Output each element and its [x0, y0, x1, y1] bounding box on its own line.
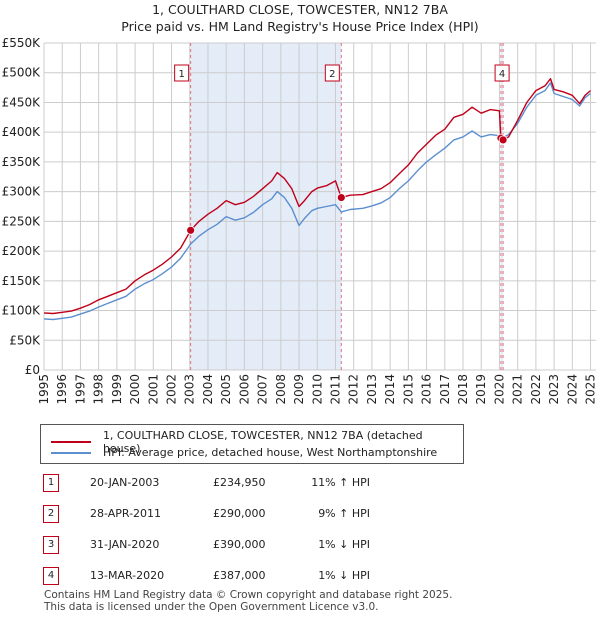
- x-tick-label: 1999: [110, 374, 124, 405]
- x-tick-label: 2020: [492, 374, 506, 405]
- sale-date: 13-MAR-2020: [90, 569, 165, 582]
- y-tick-label: £150K: [2, 274, 42, 288]
- sale-date: 31-JAN-2020: [90, 538, 160, 551]
- x-tick-label: 2008: [274, 374, 288, 405]
- y-tick-label: £300K: [2, 185, 42, 199]
- x-tick-label: 2014: [383, 374, 397, 405]
- y-tick-label: £450K: [2, 95, 42, 109]
- table-row: 1 20-JAN-2003 £234,950 11% ↑ HPI: [0, 470, 600, 496]
- legend-item-hpi: HPI: Average price, detached house, West…: [51, 446, 437, 459]
- y-tick-label: £200K: [2, 244, 42, 258]
- x-tick-label: 2011: [328, 374, 342, 405]
- y-tick-label: £50K: [9, 333, 41, 347]
- x-tick-label: 2022: [529, 374, 543, 405]
- x-tick-label: 2015: [401, 374, 415, 405]
- table-row: 4 13-MAR-2020 £387,000 1% ↓ HPI: [0, 563, 600, 589]
- x-tick-label: 2000: [128, 374, 142, 405]
- sale-hpi-diff: 1% ↓ HPI: [318, 538, 370, 551]
- sale-date: 28-APR-2011: [90, 507, 162, 520]
- table-row: 3 31-JAN-2020 £390,000 1% ↓ HPI: [0, 532, 600, 558]
- chart-subtitle: Price paid vs. HM Land Registry's House …: [121, 19, 479, 34]
- table-row: 2 28-APR-2011 £290,000 9% ↑ HPI: [0, 501, 600, 527]
- legend-item-property: 1, COULTHARD CLOSE, TOWCESTER, NN12 7BA …: [51, 429, 463, 455]
- x-tick-label: 1998: [92, 374, 106, 405]
- sale-point: [186, 225, 196, 235]
- x-tick-label: 2017: [438, 374, 452, 405]
- sale-number-badge: 1: [43, 474, 59, 492]
- x-tick-label: 1996: [55, 374, 69, 405]
- x-tick-label: 2009: [292, 374, 306, 405]
- y-tick-label: £400K: [2, 125, 42, 139]
- x-tick-label: 2006: [237, 374, 251, 405]
- legend-swatch-property: [51, 441, 91, 443]
- sale-number-badge: 2: [43, 505, 59, 523]
- y-tick-label: £250K: [2, 214, 42, 228]
- x-tick-label: 1997: [73, 374, 87, 405]
- y-tick-label: £0: [25, 363, 40, 377]
- footer-copyright: Contains HM Land Registry data © Crown c…: [44, 589, 453, 601]
- x-tick-label: 2019: [474, 374, 488, 405]
- sale-hpi-diff: 11% ↑ HPI: [311, 476, 370, 489]
- sale-label-box: [324, 64, 340, 82]
- sale-price: £290,000: [213, 507, 266, 520]
- legend-label-hpi: HPI: Average price, detached house, West…: [103, 446, 438, 459]
- x-tick-label: 2007: [256, 374, 270, 405]
- x-tick-label: 2024: [565, 374, 579, 405]
- x-tick-label: 2021: [511, 374, 525, 405]
- x-tick-label: 2018: [456, 374, 470, 405]
- sale-price: £234,950: [213, 476, 266, 489]
- x-tick-label: 2012: [347, 374, 361, 405]
- property-series-line: [43, 78, 591, 315]
- ownership-shade: [190, 43, 342, 370]
- sale-price: £390,000: [213, 538, 266, 551]
- legend-swatch-hpi: [51, 451, 91, 454]
- ownership-shade: [500, 43, 504, 370]
- chart-title: 1, COULTHARD CLOSE, TOWCESTER, NN12 7BA: [152, 2, 448, 17]
- footer-licence: This data is licensed under the Open Gov…: [44, 601, 379, 613]
- hpi-series-line: [43, 82, 591, 321]
- sale-label-box: [494, 64, 510, 82]
- sale-label-text: 1: [178, 69, 184, 80]
- x-tick-label: 2004: [201, 374, 215, 405]
- x-tick-label: 2025: [584, 374, 598, 405]
- x-tick-label: 2010: [310, 374, 324, 405]
- y-tick-label: £500K: [2, 66, 42, 80]
- sale-point: [498, 135, 508, 145]
- y-tick-label: £350K: [2, 155, 42, 169]
- legend-label-property: 1, COULTHARD CLOSE, TOWCESTER, NN12 7BA …: [102, 429, 423, 455]
- sale-number-badge: 4: [43, 567, 59, 585]
- sale-label-box: [174, 64, 190, 82]
- y-tick-label: £100K: [2, 304, 42, 318]
- price-chart: 1 2 4 £0 £50K £100K £150K £200K £250K £300K £350K £…: [2, 36, 598, 405]
- sale-number-badge: 3: [43, 536, 59, 554]
- x-tick-label: 2016: [420, 374, 434, 405]
- x-tick-label: 2001: [146, 374, 160, 405]
- x-tick-label: 2003: [183, 374, 197, 405]
- x-tick-label: 2013: [365, 374, 379, 405]
- chart-legend: 1, COULTHARD CLOSE, TOWCESTER, NN12 7BA …: [40, 424, 464, 464]
- sale-point: [336, 193, 346, 202]
- x-tick-label: 2002: [165, 374, 179, 405]
- x-tick-label: 2005: [219, 374, 233, 405]
- y-tick-label: £550K: [2, 36, 42, 50]
- sale-label-text: 4: [499, 69, 505, 80]
- x-tick-label: 2023: [547, 374, 561, 405]
- sale-hpi-diff: 1% ↓ HPI: [318, 569, 370, 582]
- sale-label-text: 2: [329, 69, 335, 80]
- sale-date: 20-JAN-2003: [90, 476, 160, 489]
- sale-price: £387,000: [213, 569, 266, 582]
- x-tick-label: 1995: [37, 374, 51, 405]
- sale-hpi-diff: 9% ↑ HPI: [318, 507, 370, 520]
